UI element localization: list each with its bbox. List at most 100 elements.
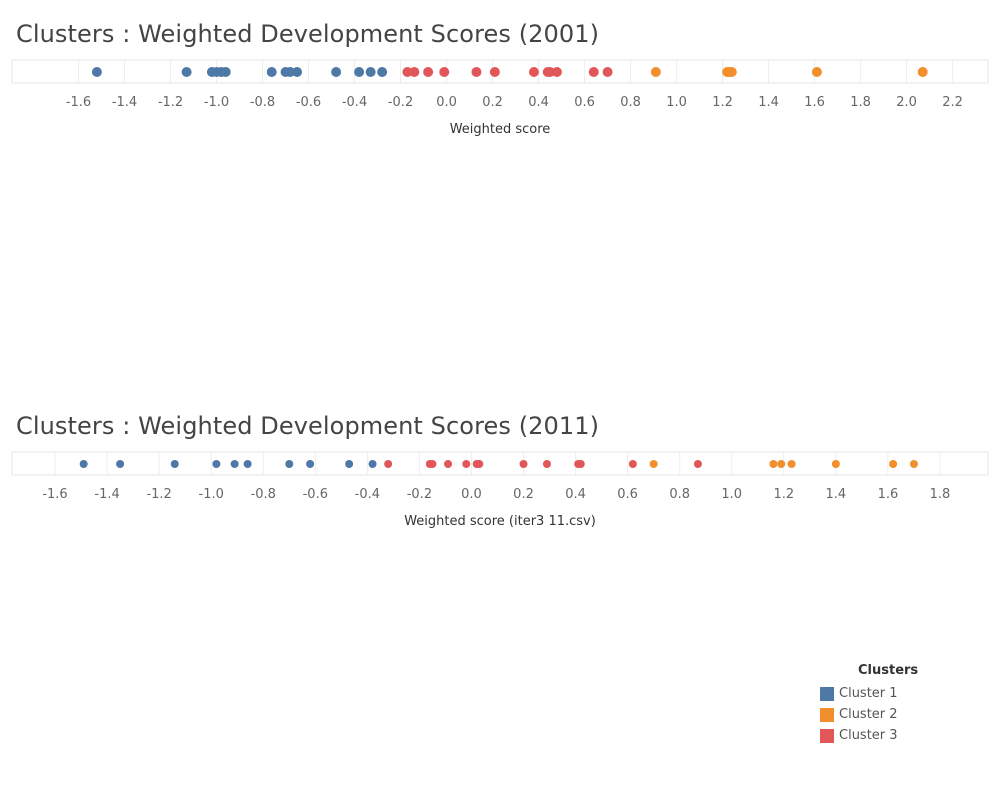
data-point[interactable] xyxy=(331,67,342,77)
data-point[interactable] xyxy=(377,67,388,77)
x-tick-label: 0.2 xyxy=(482,95,503,110)
data-point[interactable] xyxy=(402,67,413,77)
x-tick-label: 0.4 xyxy=(565,487,586,502)
data-point[interactable] xyxy=(170,460,179,468)
data-point[interactable] xyxy=(588,67,599,77)
x-tick-label: 1.8 xyxy=(930,487,951,502)
legend-item-cluster-3[interactable]: Cluster 3 xyxy=(820,725,918,746)
series-cluster-1 xyxy=(79,460,377,468)
data-point[interactable] xyxy=(602,67,613,77)
x-tick-label: 0.2 xyxy=(513,487,534,502)
x-tick-label: 0.6 xyxy=(574,95,595,110)
legend: Clusters Cluster 1 Cluster 2 Cluster 3 xyxy=(820,662,918,746)
data-point[interactable] xyxy=(409,67,420,77)
data-point[interactable] xyxy=(542,460,551,468)
data-point[interactable] xyxy=(292,67,303,77)
x-tick-label: 1.8 xyxy=(850,95,871,110)
data-point[interactable] xyxy=(475,460,484,468)
x-tick-label: -1.4 xyxy=(94,487,119,502)
data-point[interactable] xyxy=(423,67,434,77)
data-point[interactable] xyxy=(285,67,296,77)
data-point[interactable] xyxy=(91,67,102,77)
x-tick-label: -1.4 xyxy=(112,95,137,110)
data-point[interactable] xyxy=(428,460,437,468)
x-tick-label: 2.0 xyxy=(896,95,917,110)
data-point[interactable] xyxy=(528,67,539,77)
data-point[interactable] xyxy=(519,460,528,468)
data-point[interactable] xyxy=(831,460,840,468)
x-tick-label: -1.0 xyxy=(199,487,224,502)
x-tick-label: 1.4 xyxy=(758,95,779,110)
series-cluster-2 xyxy=(650,67,928,77)
data-point[interactable] xyxy=(628,460,637,468)
strip-chart-2011: Clusters : Weighted Development Scores (… xyxy=(0,392,1000,542)
data-point[interactable] xyxy=(917,67,928,77)
x-tick-label: 0.6 xyxy=(617,487,638,502)
data-point[interactable] xyxy=(345,460,354,468)
data-point[interactable] xyxy=(787,460,796,468)
x-tick-label: -1.0 xyxy=(204,95,229,110)
chart-title: Clusters : Weighted Development Scores (… xyxy=(16,412,600,440)
data-point[interactable] xyxy=(693,460,702,468)
legend-swatch xyxy=(820,686,834,701)
legend-item-cluster-2[interactable]: Cluster 2 xyxy=(820,704,918,725)
data-point[interactable] xyxy=(79,460,88,468)
x-tick-label: 1.6 xyxy=(804,95,825,110)
data-point[interactable] xyxy=(181,67,192,77)
x-tick-label: 0.8 xyxy=(620,95,641,110)
data-point[interactable] xyxy=(811,67,822,77)
x-tick-label: -0.8 xyxy=(251,487,276,502)
x-tick-label: 1.0 xyxy=(721,487,742,502)
data-point[interactable] xyxy=(354,67,365,77)
data-point[interactable] xyxy=(777,460,786,468)
data-point[interactable] xyxy=(365,67,376,77)
x-tick-label: -1.6 xyxy=(42,487,67,502)
x-tick-label: 1.2 xyxy=(773,487,794,502)
x-tick-label: -0.2 xyxy=(388,95,413,110)
x-tick-label: -1.6 xyxy=(66,95,91,110)
data-point[interactable] xyxy=(243,460,252,468)
x-tick-label: -0.4 xyxy=(342,95,367,110)
x-axis: -1.6 -1.4 -1.2 -1.0 -0.8 -0.6 -0.4 -0.2 0.0 0.2 0.… xyxy=(11,451,989,502)
x-tick-label: -1.2 xyxy=(158,95,183,110)
data-point[interactable] xyxy=(726,67,737,77)
data-point[interactable] xyxy=(220,67,231,77)
data-point[interactable] xyxy=(769,460,778,468)
data-point[interactable] xyxy=(116,460,125,468)
x-tick-label: -0.4 xyxy=(355,487,380,502)
x-tick-label: 1.0 xyxy=(666,95,687,110)
data-point[interactable] xyxy=(650,67,661,77)
legend-swatch xyxy=(820,707,834,722)
x-tick-label: 0.0 xyxy=(461,487,482,502)
data-point[interactable] xyxy=(444,460,453,468)
data-point[interactable] xyxy=(368,460,377,468)
x-tick-label: -0.6 xyxy=(303,487,328,502)
legend-item-cluster-1[interactable]: Cluster 1 xyxy=(820,683,918,704)
x-tick-label: 0.8 xyxy=(669,487,690,502)
data-point[interactable] xyxy=(212,460,221,468)
data-point[interactable] xyxy=(306,460,315,468)
data-point[interactable] xyxy=(384,460,393,468)
gridlines xyxy=(54,452,941,475)
legend-title: Clusters xyxy=(858,663,919,678)
x-tick-label: 2.2 xyxy=(942,95,963,110)
data-point[interactable] xyxy=(551,67,562,77)
data-point[interactable] xyxy=(909,460,918,468)
data-point[interactable] xyxy=(285,460,294,468)
data-point[interactable] xyxy=(576,460,585,468)
data-point[interactable] xyxy=(649,460,658,468)
x-axis: -1.6 -1.4 -1.2 -1.0 -0.8 -0.6 -0.4 -0.2 0.0 0.2 0.… xyxy=(11,59,989,110)
x-tick-label: 0.4 xyxy=(528,95,549,110)
data-point[interactable] xyxy=(889,460,898,468)
chart-plot-area: -1.6 -1.4 -1.2 -1.0 -0.8 -0.6 -0.4 -0.2 0.0 0.2 0.… xyxy=(11,59,989,137)
data-point[interactable] xyxy=(545,67,556,77)
x-tick-label: 1.4 xyxy=(826,487,847,502)
data-point[interactable] xyxy=(439,67,450,77)
strip-chart-2001: Clusters : Weighted Development Scores (… xyxy=(0,0,1000,150)
x-tick-label: -0.8 xyxy=(250,95,275,110)
data-point[interactable] xyxy=(462,460,471,468)
data-point[interactable] xyxy=(471,67,482,77)
data-point[interactable] xyxy=(230,460,239,468)
data-point[interactable] xyxy=(266,67,277,77)
data-point[interactable] xyxy=(489,67,500,77)
